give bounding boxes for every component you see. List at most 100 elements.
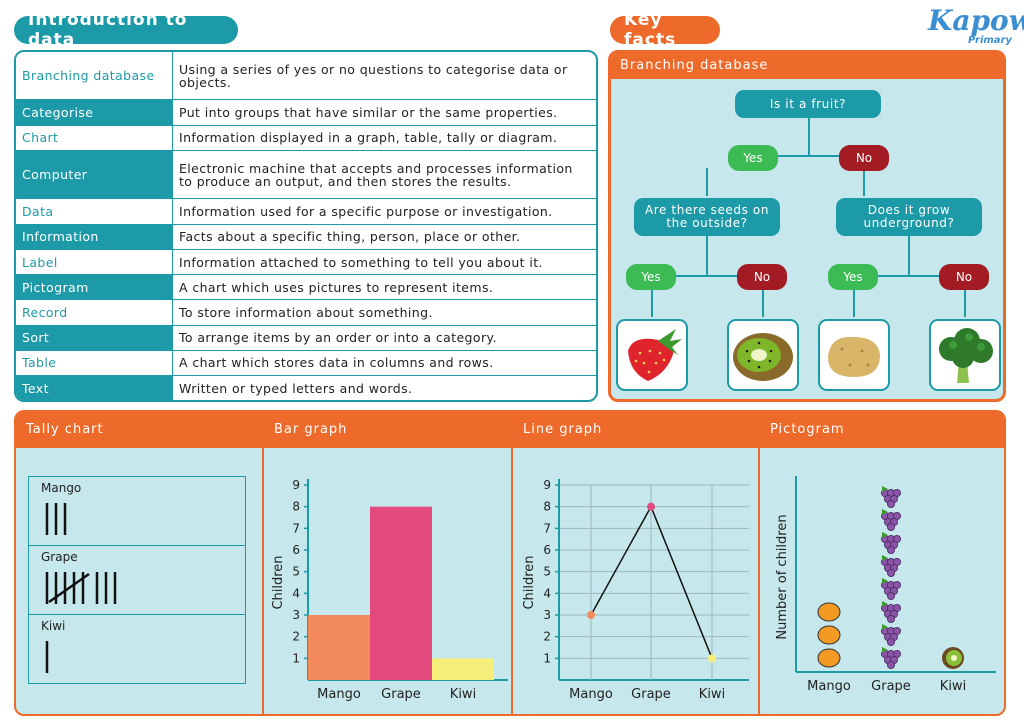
y-tick-label: 1 [543, 651, 551, 665]
no-node: No [839, 145, 889, 171]
bar [308, 615, 370, 680]
kiwi-icon [727, 319, 799, 391]
question-seeds-outside: Are there seeds on the outside? [634, 198, 780, 236]
x-tick-label: Grape [871, 679, 911, 694]
y-tick-label: 5 [292, 565, 300, 579]
y-tick-label: 3 [543, 608, 551, 622]
grape-icon [881, 578, 901, 600]
x-tick-label: Kiwi [450, 687, 476, 702]
glossary-definition: Put into groups that have similar or the… [172, 99, 596, 126]
tally-label: Mango [41, 481, 82, 495]
strawberry-icon [616, 319, 688, 391]
bar [432, 658, 494, 680]
tally-chart-title: Tally chart [16, 412, 262, 448]
y-tick-label: 5 [543, 565, 551, 579]
charts-panel: Tally chart Bar graph Line graph Pictogr… [14, 410, 1006, 716]
x-tick-label: Kiwi [699, 687, 725, 702]
line-graph-title: Line graph [513, 412, 758, 448]
data-point [708, 654, 716, 663]
bar-graph: 1 2 3 4 5 6 7 8 9 Children Mango Grape Kiwi [271, 478, 508, 702]
x-tick-label: Grape [631, 687, 671, 702]
y-tick-label: 9 [292, 478, 300, 492]
pictogram-chart: Number of children Mango Grape Kiwi [775, 476, 996, 694]
grape-icon [881, 624, 901, 646]
glossary-definition: A chart which stores data in columns and… [172, 350, 596, 377]
y-tick-label: 4 [543, 586, 551, 600]
y-tick-label: 2 [292, 630, 300, 644]
y-axis-label: Children [522, 555, 537, 609]
glossary-definition: Facts about a specific thing, person, pl… [172, 224, 596, 250]
glossary-definition: Information displayed in a graph, table,… [172, 125, 596, 151]
intro-title: Introduction to data [14, 10, 238, 50]
glossary-definition: Using a series of yes or no questions to… [172, 52, 596, 101]
grape-icon [881, 486, 901, 509]
x-tick-label: Mango [807, 679, 851, 694]
glossary-term: Record [16, 299, 173, 326]
question-grow-underground: Does it grow underground? [836, 198, 982, 236]
line-graph: 1 2 3 4 5 6 7 8 9 Children Mango Grape Kiwi [522, 478, 749, 702]
y-tick-label: 1 [292, 651, 300, 665]
x-tick-label: Mango [317, 687, 361, 702]
grape-icon [881, 509, 901, 532]
key-facts-title: Key facts [610, 10, 720, 50]
mango-icon [817, 602, 841, 622]
glossary-term: Chart [16, 125, 173, 151]
broccoli-icon [929, 319, 1001, 391]
glossary-row: Label Information attached to something t… [16, 249, 596, 276]
tally-strike [48, 572, 90, 604]
y-tick-label: 8 [292, 500, 300, 514]
logo-main-text: Kapow [928, 4, 1024, 37]
tally-label: Kiwi [41, 619, 66, 633]
glossary-row: Computer Electronic machine that accepts … [16, 150, 596, 200]
y-tick-label: 2 [543, 630, 551, 644]
grape-icon [881, 532, 901, 555]
data-point [647, 502, 655, 511]
glossary-definition: Electronic machine that accepts and proc… [172, 150, 596, 200]
x-tick-label: Grape [381, 687, 421, 702]
y-tick-label: 9 [543, 478, 551, 492]
glossary-term: Pictogram [16, 274, 173, 301]
tally-row-kiwi: Kiwi [29, 615, 245, 684]
glossary-definition: Information used for a specific purpose … [172, 198, 596, 225]
glossary-table: Branching database Using a series of yes … [14, 50, 598, 402]
glossary-definition: A chart which uses pictures to represent… [172, 274, 596, 301]
glossary-term: Branching database [16, 52, 173, 101]
tally-row-mango: Mango [29, 477, 245, 546]
bar-graph-title: Bar graph [264, 412, 511, 448]
glossary-term: Data [16, 198, 173, 225]
x-tick-label: Kiwi [940, 679, 966, 694]
y-tick-label: 4 [292, 586, 300, 600]
no-node: No [737, 264, 787, 290]
glossary-row: Table A chart which stores data in column… [16, 350, 596, 377]
glossary-term: Sort [16, 325, 173, 351]
grape-icon [881, 647, 901, 669]
glossary-definition: Information attached to something to tel… [172, 249, 596, 276]
potato-icon [818, 319, 890, 391]
y-tick-label: 6 [292, 543, 300, 557]
glossary-row: Sort To arrange items by an order or into… [16, 325, 596, 351]
yes-node: Yes [728, 145, 778, 171]
glossary-term: Label [16, 249, 173, 276]
tally-label: Grape [41, 550, 78, 564]
glossary-row: Branching database Using a series of yes … [16, 52, 596, 101]
y-axis-label: Children [271, 555, 286, 609]
glossary-term: Text [16, 375, 173, 400]
branching-database-panel: Branching database Is it a fruit? Yes No… [608, 50, 1006, 402]
glossary-definition: Written or typed letters and words. [179, 380, 413, 396]
glossary-term: Table [16, 350, 173, 377]
branching-database-title: Branching database [611, 53, 1003, 79]
y-tick-label: 7 [543, 521, 551, 535]
glossary-definition: To store information about something. [172, 299, 596, 326]
pictogram-title: Pictogram [760, 412, 1004, 448]
kapow-logo: Kapow Primary [924, 4, 1024, 48]
glossary-term: Computer [16, 150, 173, 200]
grape-icon [881, 555, 901, 578]
glossary-definition: To arrange items by an order or into a c… [172, 325, 596, 351]
glossary-term: Information [16, 224, 173, 250]
logo-sub-text: Primary [968, 35, 1012, 46]
x-tick-label: Mango [569, 687, 613, 702]
y-axis-label: Number of children [775, 514, 790, 639]
yes-node: Yes [626, 264, 676, 290]
tally-chart: Mango Grape Kiwi [28, 476, 246, 684]
y-tick-label: 6 [543, 543, 551, 557]
